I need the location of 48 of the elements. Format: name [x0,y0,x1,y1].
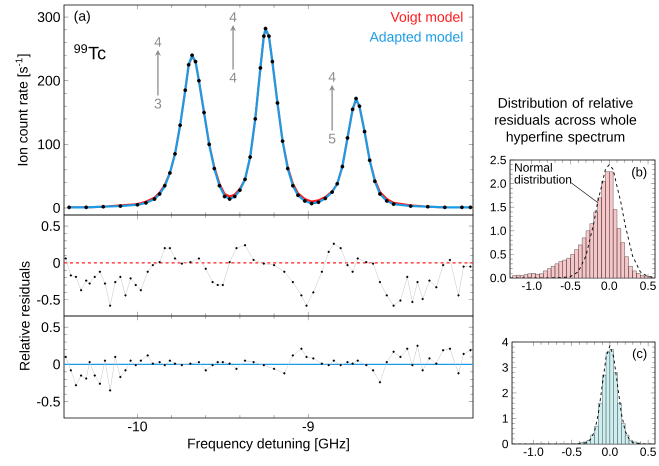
x-tick-label: -1.0 [522,282,542,290]
chart-title: Distribution of relative residuals across whole hyperfine spectrum [495,98,636,144]
y-tick-label: 0 [53,203,60,213]
y-tick-label: 1 [502,414,508,423]
y-tick-label: 3 [502,363,508,372]
y-axis-title: Relative residuals [19,261,30,370]
annotation: 4 [328,72,336,82]
y-tick-label: 300 [38,12,60,22]
annotation: 5 [328,134,336,144]
y-tick-label: -0.5 [37,396,60,407]
y-tick-label: 0 [502,440,508,448]
y-tick-label: 0 [53,258,60,268]
y-tick-label: 2.5 [490,156,506,164]
y-tick-label: 0 [53,359,60,370]
y-tick-label: 2 [502,388,508,398]
annotation: 4 [154,37,162,47]
x-tick-label: -9 [302,421,314,432]
y-axis-title: Ion count rate [s$^{-1}$] [16,54,30,166]
y-tick-label: 100 [38,139,60,150]
text: Normal distribution [514,162,572,184]
y-tick-label: 2.0 [490,179,506,188]
x-tick-label: 0.0 [601,282,618,290]
x-tick-label: -0.5 [560,282,580,290]
x-tick-label: 0.0 [602,448,618,456]
text: Adapted model [370,32,462,45]
x-axis-title: Frequency detuning [GHz] [188,438,349,452]
annotation: (b) [632,167,646,180]
y-tick-label: 0.5 [42,322,60,332]
annotation: (c) [632,348,646,361]
y-tick-label: 0.0 [490,274,506,282]
y-tick-label: -0.5 [37,294,60,305]
y-tick-label: 0.5 [42,221,60,231]
annotation: 4 [230,12,237,22]
x-tick-label: -10 [128,421,147,432]
x-tick-label: -0.5 [562,448,582,456]
text: Voigt model [390,12,462,25]
x-tick-label: 0.5 [640,448,656,456]
y-tick-label: 1.0 [490,226,506,236]
annotation: (a) [74,10,90,24]
annotation: $^{99}$Tc [74,44,106,60]
annotation: 4 [230,72,237,82]
y-tick-label: 4 [502,338,508,346]
x-tick-label: -1.0 [524,448,544,456]
y-tick-label: 1.5 [490,203,506,212]
y-tick-label: 0.5 [490,250,506,259]
y-tick-label: 200 [38,76,60,86]
annotation: 3 [154,98,162,109]
x-tick-label: 0.5 [640,282,656,290]
